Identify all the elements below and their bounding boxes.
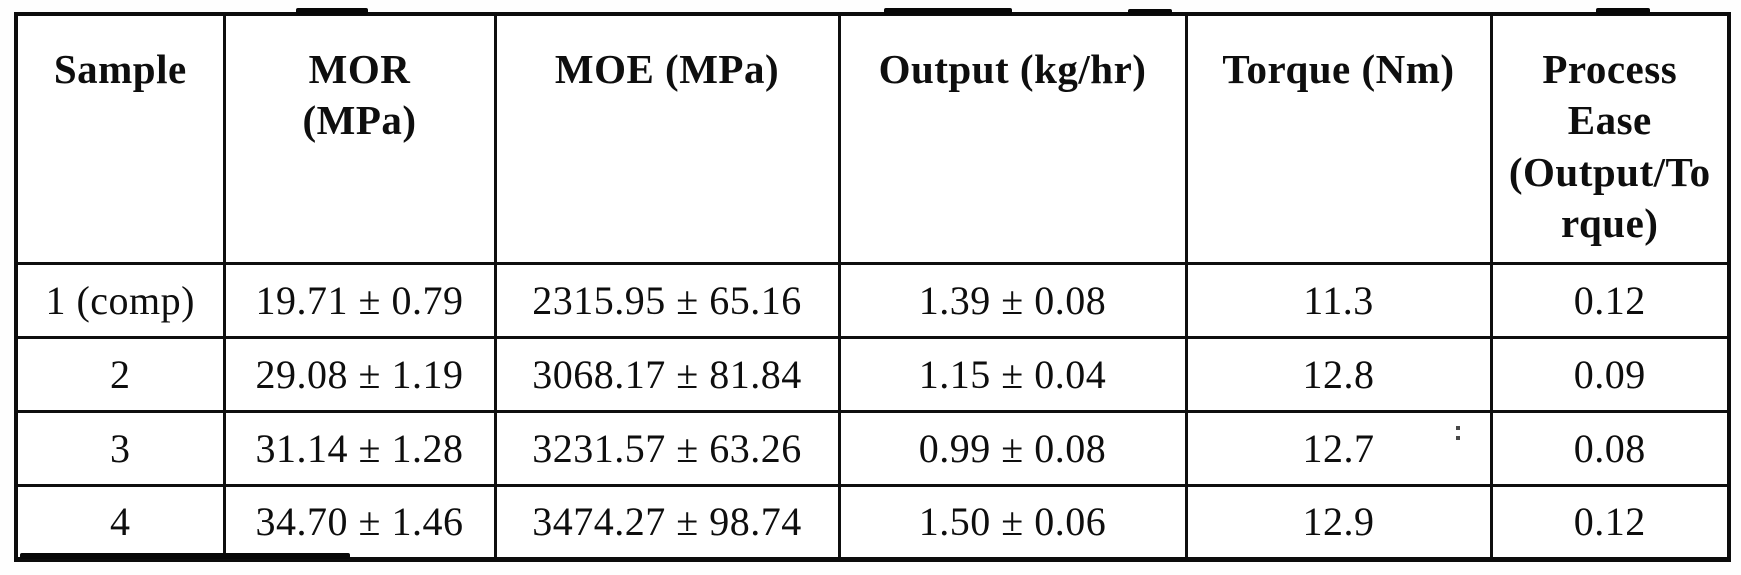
table-row: 2 29.08 ± 1.19 3068.17 ± 81.84 1.15 ± 0.… [14, 335, 1731, 413]
header-mor: MOR (MPa) [222, 12, 497, 265]
cell-output: 1.50 ± 0.06 [837, 483, 1188, 561]
cell-mor: 19.71 ± 0.79 [222, 261, 497, 339]
cell-moe: 3474.27 ± 98.74 [493, 483, 841, 561]
cell-sample: 4 [14, 483, 226, 561]
cell-sample: 1 (comp) [14, 261, 226, 339]
table-row: 1 (comp) 19.71 ± 0.79 2315.95 ± 65.16 1.… [14, 261, 1731, 339]
cell-output: 1.15 ± 0.04 [837, 335, 1188, 413]
scan-artifact [1128, 9, 1172, 15]
cell-moe: 2315.95 ± 65.16 [493, 261, 841, 339]
cell-torque: 12.8 [1184, 335, 1493, 413]
cell-moe: 3068.17 ± 81.84 [493, 335, 841, 413]
cell-process-ease: 0.12 [1489, 483, 1731, 561]
cell-sample: 2 [14, 335, 226, 413]
table-row: 4 34.70 ± 1.46 3474.27 ± 98.74 1.50 ± 0.… [14, 483, 1731, 561]
header-torque: Torque (Nm) [1184, 12, 1493, 265]
cell-process-ease: 0.09 [1489, 335, 1731, 413]
header-moe: MOE (MPa) [493, 12, 841, 265]
scan-speck [1456, 426, 1460, 430]
header-process-ease: Process Ease (Output/To rque) [1489, 12, 1731, 265]
cell-mor: 29.08 ± 1.19 [222, 335, 497, 413]
cell-mor: 31.14 ± 1.28 [222, 409, 497, 487]
header-output: Output (kg/hr) [837, 12, 1188, 265]
results-table: Sample MOR (MPa) MOE (MPa) Output (kg/hr… [14, 12, 1731, 562]
cell-torque: 12.7 [1184, 409, 1493, 487]
scan-artifact [296, 8, 368, 15]
cell-output: 1.39 ± 0.08 [837, 261, 1188, 339]
cell-output: 0.99 ± 0.08 [837, 409, 1188, 487]
scan-artifact [20, 553, 350, 559]
header-sample: Sample [14, 12, 226, 265]
cell-process-ease: 0.12 [1489, 261, 1731, 339]
cell-process-ease: 0.08 [1489, 409, 1731, 487]
cell-moe: 3231.57 ± 63.26 [493, 409, 841, 487]
scan-artifact [884, 8, 1012, 15]
cell-mor: 34.70 ± 1.46 [222, 483, 497, 561]
cell-sample: 3 [14, 409, 226, 487]
cell-torque: 11.3 [1184, 261, 1493, 339]
scan-artifact [1596, 8, 1650, 15]
cell-torque: 12.9 [1184, 483, 1493, 561]
header-row: Sample MOR (MPa) MOE (MPa) Output (kg/hr… [14, 12, 1731, 265]
table-row: 3 31.14 ± 1.28 3231.57 ± 63.26 0.99 ± 0.… [14, 409, 1731, 487]
